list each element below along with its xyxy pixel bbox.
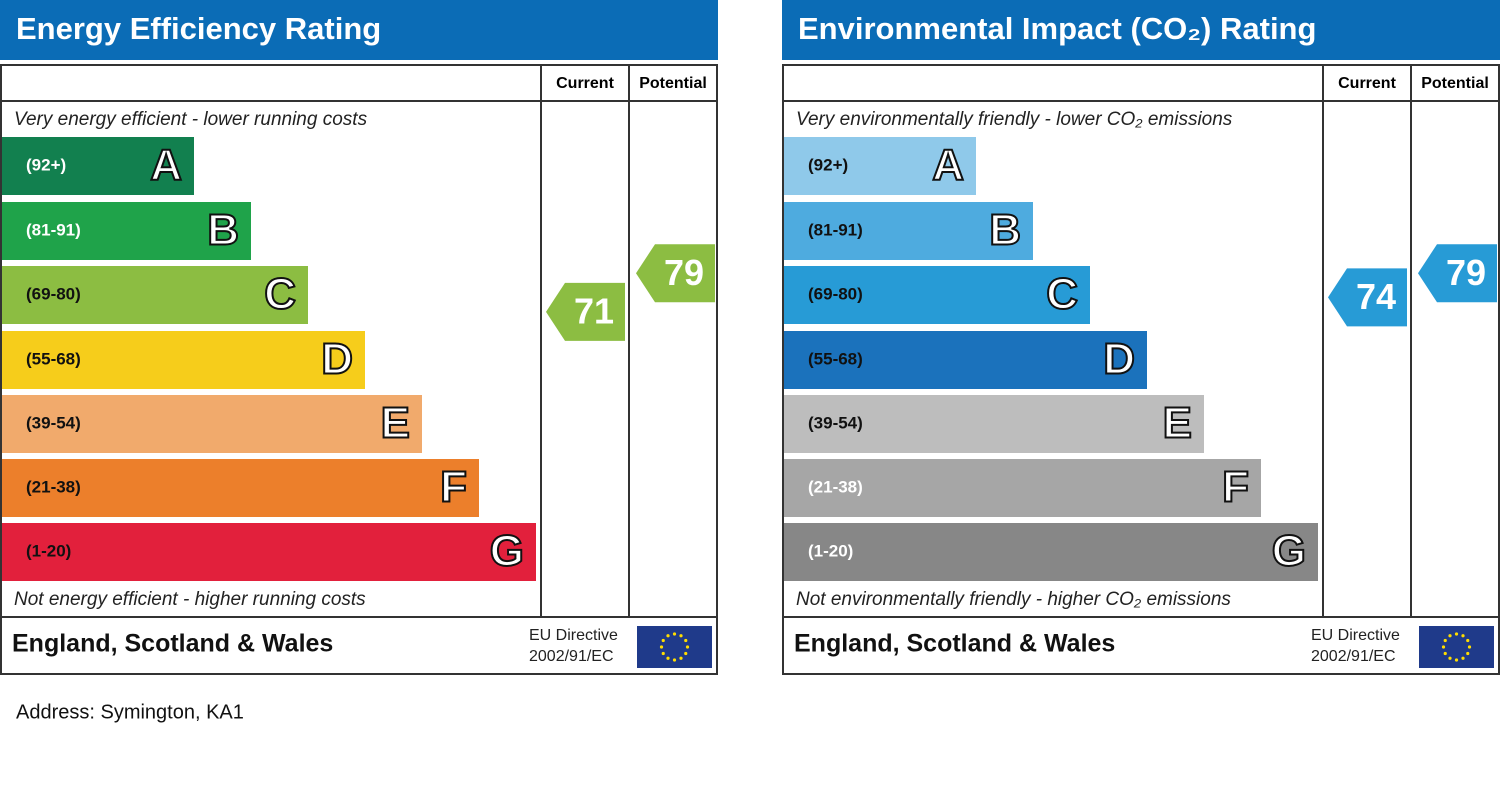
band-range: (92+) xyxy=(26,155,66,174)
band-bar xyxy=(784,137,976,195)
flag-star xyxy=(661,638,665,643)
directive-line: 2002/91/EC xyxy=(1311,648,1396,665)
band-bar xyxy=(2,395,422,453)
band-range: (69-80) xyxy=(808,284,863,303)
footer-region: England, Scotland & Wales xyxy=(12,630,333,658)
current-value: 71 xyxy=(574,290,614,331)
current-header: Current xyxy=(556,75,614,92)
flag-star xyxy=(1461,656,1465,660)
band-letter: G xyxy=(1272,527,1306,576)
band-letter: E xyxy=(381,399,410,448)
potential-arrow xyxy=(636,244,715,303)
band-bar xyxy=(784,459,1261,517)
band-bar xyxy=(784,266,1090,324)
band-letter: C xyxy=(1046,270,1078,319)
directive-line: 2002/91/EC xyxy=(529,648,614,665)
bottom-note: Not environmentally friendly - higher CO… xyxy=(796,589,1231,610)
band-range: (81-91) xyxy=(808,220,863,239)
bottom-note: Not energy efficient - higher running co… xyxy=(14,589,366,610)
current-arrow xyxy=(546,282,625,341)
potential-header: Potential xyxy=(1421,75,1489,92)
band-letter: F xyxy=(1222,463,1249,512)
flag-star xyxy=(684,638,688,643)
potential-arrow xyxy=(1418,244,1497,303)
flag-star xyxy=(685,645,690,649)
flag-star xyxy=(1466,638,1470,643)
potential-value: 79 xyxy=(664,252,704,293)
eu-flag xyxy=(1419,626,1494,668)
band-range: (81-91) xyxy=(26,220,81,239)
band-bar xyxy=(784,523,1318,581)
current-value: 74 xyxy=(1356,276,1396,317)
flag-star xyxy=(1448,656,1452,660)
flag-star xyxy=(1454,658,1459,662)
panel-title: Environmental Impact (CO₂) Rating xyxy=(798,11,1316,46)
flag-star xyxy=(672,632,677,636)
directive-line: EU Directive xyxy=(529,627,618,644)
directive-line: EU Directive xyxy=(1311,627,1400,644)
top-note: Very environmentally friendly - lower CO… xyxy=(796,109,1233,130)
flag-star xyxy=(684,651,688,656)
panel-title: Energy Efficiency Rating xyxy=(16,11,381,46)
address: Address: Symington, KA1 xyxy=(16,701,244,723)
band-range: (55-68) xyxy=(26,349,81,368)
title-bar xyxy=(782,0,1500,60)
flag-star xyxy=(1441,645,1446,649)
band-letter: C xyxy=(264,270,296,319)
band-bar xyxy=(2,523,536,581)
band-range: (55-68) xyxy=(808,349,863,368)
flag-star xyxy=(1467,645,1472,649)
flag-star xyxy=(1443,638,1447,643)
band-bar xyxy=(2,331,365,389)
band-range: (1-20) xyxy=(26,541,71,560)
potential-value: 79 xyxy=(1446,252,1486,293)
flag-star xyxy=(1443,651,1447,656)
flag-star xyxy=(1454,632,1459,636)
flag-star xyxy=(679,656,683,660)
band-letter: E xyxy=(1163,399,1192,448)
band-letter: A xyxy=(932,141,964,190)
flag-star xyxy=(666,634,670,638)
potential-header: Potential xyxy=(639,75,707,92)
band-bar xyxy=(2,266,308,324)
band-letter: F xyxy=(440,463,467,512)
band-bar xyxy=(784,395,1204,453)
band-letter: G xyxy=(490,527,524,576)
flag-star xyxy=(1461,634,1465,638)
band-range: (21-38) xyxy=(808,477,863,496)
band-letter: D xyxy=(321,335,353,384)
flag-star xyxy=(659,645,664,649)
rating-panel: Energy Efficiency Rating Current Potential… xyxy=(0,0,718,675)
current-arrow xyxy=(1328,268,1407,327)
band-bar xyxy=(784,331,1147,389)
band-letter: A xyxy=(150,141,182,190)
eu-flag xyxy=(637,626,712,668)
flag-star xyxy=(679,634,683,638)
band-bar xyxy=(2,459,479,517)
band-letter: B xyxy=(989,206,1021,255)
band-letter: B xyxy=(207,206,239,255)
flag-star xyxy=(1448,634,1452,638)
flag-star xyxy=(672,658,677,662)
band-bar xyxy=(784,202,1033,260)
rating-panel: Environmental Impact (CO₂) Rating Current… xyxy=(782,0,1500,675)
band-letter: D xyxy=(1103,335,1135,384)
flag-star xyxy=(661,651,665,656)
band-range: (1-20) xyxy=(808,541,853,560)
footer-region: England, Scotland & Wales xyxy=(794,630,1115,658)
band-bar xyxy=(2,202,251,260)
flag-star xyxy=(666,656,670,660)
band-bar xyxy=(2,137,194,195)
flag-star xyxy=(1466,651,1470,656)
top-note: Very energy efficient - lower running co… xyxy=(14,109,368,130)
band-range: (92+) xyxy=(808,155,848,174)
band-range: (39-54) xyxy=(808,413,863,432)
band-range: (21-38) xyxy=(26,477,81,496)
band-range: (39-54) xyxy=(26,413,81,432)
current-header: Current xyxy=(1338,75,1396,92)
title-bar xyxy=(0,0,718,60)
band-range: (69-80) xyxy=(26,284,81,303)
